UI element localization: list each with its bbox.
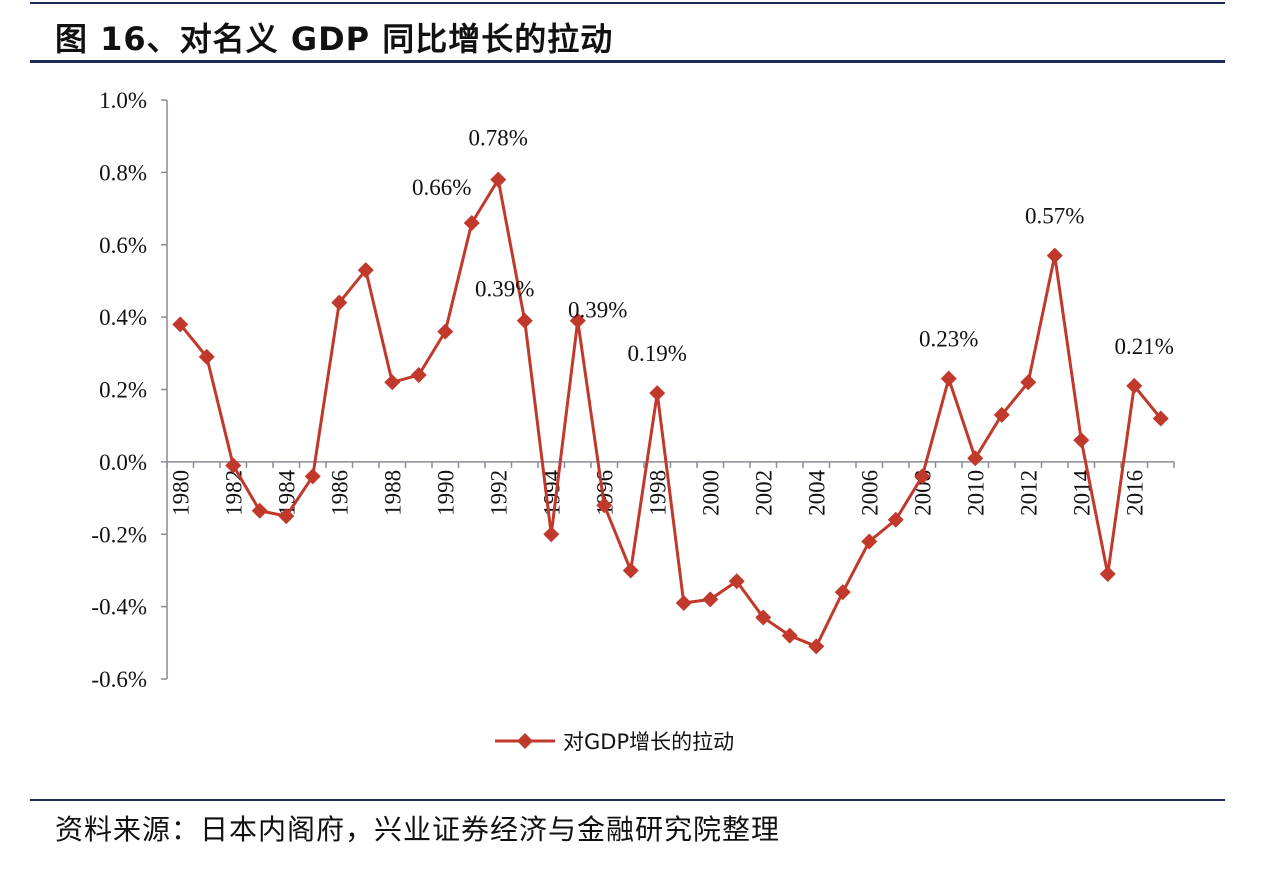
y-tick-label: -0.2%	[91, 522, 147, 547]
data-point	[781, 627, 798, 644]
data-point	[437, 323, 454, 340]
legend-marker	[517, 733, 533, 749]
data-label: 0.39%	[568, 298, 627, 323]
top-rule	[30, 2, 1225, 4]
data-point	[331, 294, 348, 311]
data-point	[834, 584, 851, 601]
source-note: 资料来源：日本内阁府，兴业证券经济与金融研究院整理	[55, 813, 781, 846]
data-point	[1152, 410, 1169, 427]
x-tick-label: 2012	[1016, 470, 1041, 516]
x-tick-label: 1982	[221, 470, 246, 516]
data-point	[649, 385, 666, 402]
bottom-rule	[30, 799, 1225, 801]
x-tick-label: 1986	[327, 470, 352, 516]
data-point	[887, 511, 904, 528]
y-tick-label: -0.4%	[91, 595, 147, 620]
y-tick-label: 1.0%	[99, 88, 147, 113]
data-point	[543, 526, 560, 543]
data-point	[596, 497, 613, 514]
data-point	[490, 171, 507, 188]
legend-label: 对GDP增长的拉动	[563, 730, 734, 754]
data-point	[993, 406, 1010, 423]
data-point	[1073, 432, 1090, 449]
x-tick-label: 2002	[751, 470, 776, 516]
data-point	[861, 533, 878, 550]
data-point	[1099, 566, 1116, 583]
y-tick-label: 0.2%	[99, 378, 147, 403]
figure-title: 图 16、对名义 GDP 同比增长的拉动	[55, 20, 614, 58]
data-point	[1126, 377, 1143, 394]
x-tick-label: 2004	[804, 469, 829, 516]
x-tick-label: 2016	[1122, 470, 1147, 516]
data-point	[675, 595, 692, 612]
x-tick-label: 1992	[486, 470, 511, 516]
x-tick-label: 1998	[645, 470, 670, 516]
data-point	[967, 450, 984, 467]
x-tick-label: 1980	[168, 470, 193, 516]
x-tick-label: 1988	[380, 470, 405, 516]
data-point	[914, 468, 931, 485]
data-point	[357, 262, 374, 279]
data-point	[569, 312, 586, 329]
data-label: 0.23%	[919, 327, 978, 352]
data-point	[304, 468, 321, 485]
y-tick-label: 0.4%	[99, 305, 147, 330]
data-point	[463, 215, 480, 232]
x-tick-label: 1990	[433, 470, 458, 516]
series-line	[179, 178, 1162, 648]
data-point	[251, 502, 268, 519]
data-point	[728, 573, 745, 590]
data-label: 0.78%	[469, 126, 528, 151]
y-tick-label: 0.8%	[99, 160, 147, 185]
y-tick-label: 0.6%	[99, 233, 147, 258]
data-label: 0.21%	[1115, 334, 1174, 359]
data-point	[225, 457, 242, 474]
data-label: 0.57%	[1025, 204, 1084, 229]
data-label: 0.66%	[412, 175, 471, 200]
data-point	[622, 562, 639, 579]
data-point	[278, 508, 295, 525]
y-tick-label: 0.0%	[99, 450, 147, 475]
data-label: 0.19%	[628, 341, 687, 366]
data-point	[410, 367, 427, 384]
x-tick-label: 2010	[963, 470, 988, 516]
y-tick-label: -0.6%	[91, 667, 147, 692]
x-tick-label: 2000	[698, 470, 723, 516]
data-point	[172, 316, 189, 333]
title-rule	[30, 60, 1225, 63]
data-point	[198, 348, 215, 365]
data-label: 0.39%	[475, 277, 534, 302]
x-tick-label: 1984	[274, 469, 299, 516]
data-point	[1046, 247, 1063, 264]
data-point	[808, 638, 825, 655]
data-point	[1020, 374, 1037, 391]
data-point	[384, 374, 401, 391]
data-point	[755, 609, 772, 626]
x-tick-label: 2006	[857, 470, 882, 516]
data-point	[940, 370, 957, 387]
data-point	[702, 591, 719, 608]
data-point	[516, 312, 533, 329]
